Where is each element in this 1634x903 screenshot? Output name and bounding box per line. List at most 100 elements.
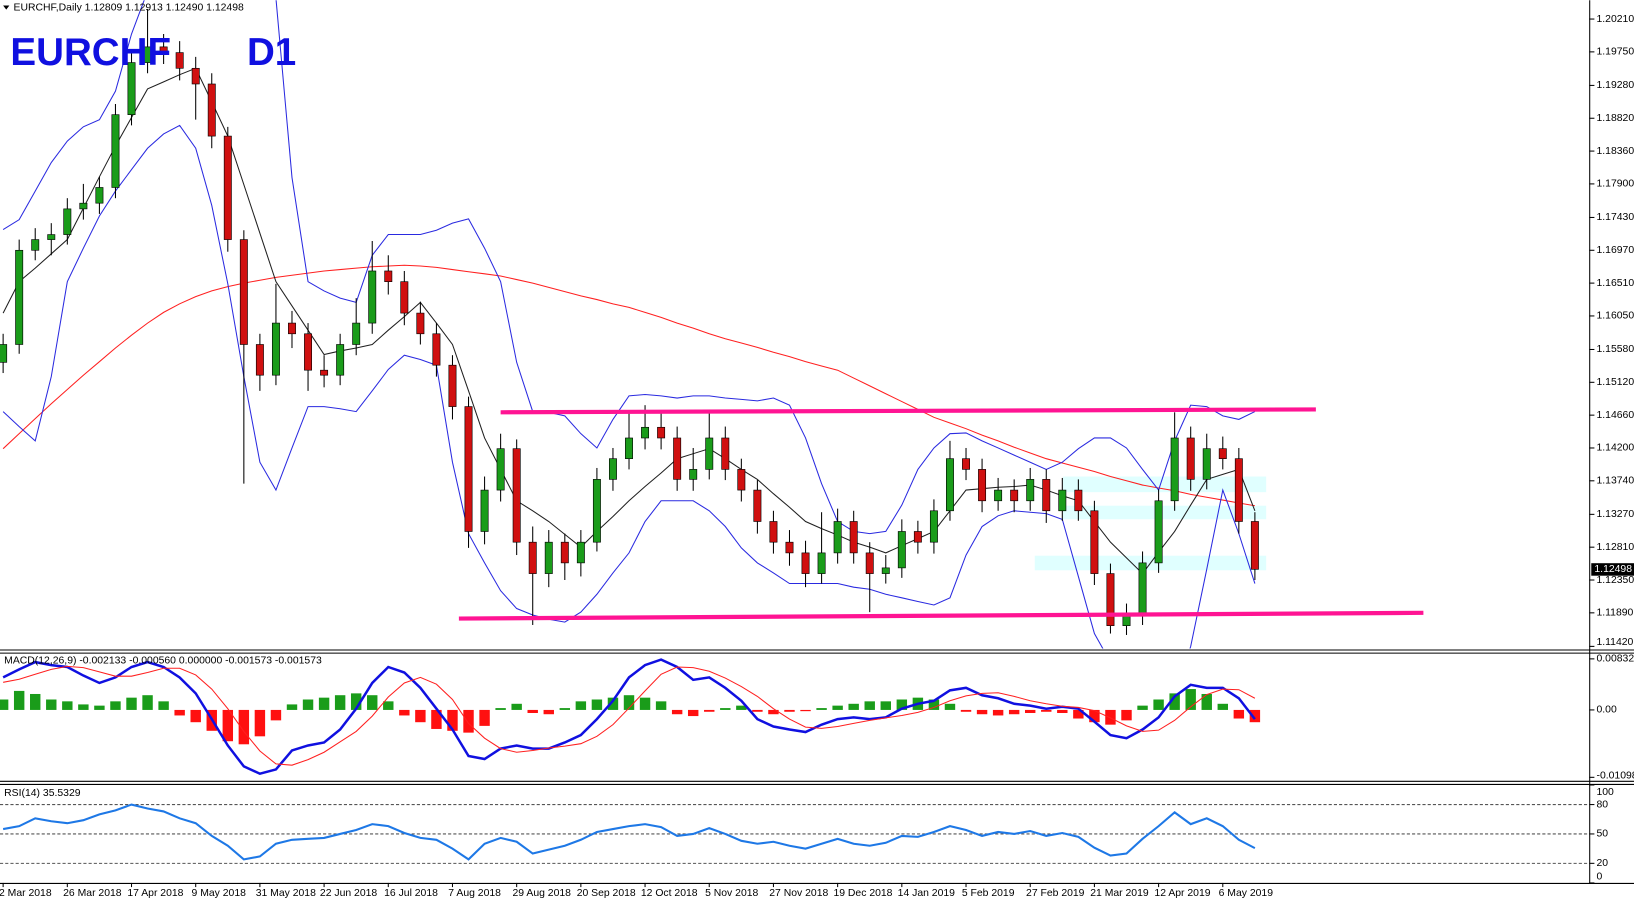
y-tick-label: 1.20210 [1596,14,1634,25]
macd-line [2,658,1256,776]
candle-body [159,46,168,53]
y-tick-label: -0.010983 [1596,770,1634,781]
histogram-bar [1057,709,1068,714]
candle-body [448,364,457,407]
candle-body [1090,510,1099,574]
candle-body [496,448,505,491]
histogram-bar [495,708,506,710]
y-tick-label: 20 [1596,858,1608,869]
histogram-bar [1073,709,1084,719]
y-tick-label: 1.16970 [1596,245,1634,256]
histogram-bar [479,709,490,726]
histogram-bar [142,695,153,710]
candle-body [15,249,24,345]
histogram-bar [30,693,41,710]
histogram-bar [1089,709,1100,723]
macd-title: MACD(12,26,9) -0.002133 -0.000560 0.0000… [4,656,322,667]
candle-body [881,567,890,574]
histogram-bar [190,709,201,723]
macd-plot [0,658,1261,776]
candle-body [785,541,794,554]
histogram-bar [447,709,458,731]
y-tick-label: 1.17430 [1596,212,1634,223]
histogram-bar [864,701,875,710]
candle-body [191,67,200,85]
candle-body [721,437,730,470]
rsi-plot [0,803,1590,864]
candle-body [1106,573,1115,627]
candle-body [223,135,232,240]
x-tick-label: 9 May 2018 [192,888,247,899]
candle-body [769,521,778,543]
indicator-line [2,264,1255,507]
x-tick-label: 17 Apr 2018 [127,888,183,899]
x-tick-label: 2 Mar 2018 [0,888,52,899]
histogram-bar [286,704,298,710]
histogram-bar [1137,705,1148,710]
candle-body [464,406,473,532]
histogram-bar [222,709,234,742]
histogram-bar [976,709,988,715]
candle-body [1026,479,1035,502]
histogram-bar [334,695,346,710]
candle-body [1138,562,1147,616]
histogram-bar [126,697,137,710]
x-tick-label: 12 Apr 2019 [1154,888,1210,899]
histogram-bar [270,709,282,721]
candle-body [753,489,762,522]
histogram-bar [511,703,522,710]
x-tick-label: 20 Sep 2018 [577,888,636,899]
histogram-bar [238,709,250,745]
histogram-bar [415,709,426,723]
candle-body [1010,489,1019,502]
histogram-bar [816,708,827,710]
menu-arrow[interactable] [3,5,10,10]
candle-body [865,552,874,574]
last-price-label: 1.12498 [1594,564,1632,575]
y-tick-label: 1.12350 [1596,575,1634,586]
candle-body [978,469,987,502]
histogram-bar [768,709,779,715]
candle-body [95,187,104,204]
y-tick-label: 1.18820 [1596,113,1634,124]
histogram-bar [1233,709,1245,719]
x-tick-label: 27 Feb 2019 [1026,888,1085,899]
x-tick-label: 5 Feb 2019 [962,888,1015,899]
candle-body [897,531,906,569]
candle-body [528,541,537,574]
histogram-bar [1249,709,1261,723]
histogram-bar [78,704,89,710]
candle-body [817,552,826,574]
histogram-bar [832,705,843,710]
y-tick-label: 1.15580 [1596,344,1634,355]
candle-body [737,469,746,491]
histogram-bar [687,709,699,717]
candle-body [962,458,970,470]
y-tick-label: 1.14200 [1596,443,1634,454]
histogram-bar [752,709,763,712]
histogram-bar [383,701,394,710]
candle-body [1154,500,1163,564]
histogram-bar [591,699,603,710]
candle-body [271,322,280,376]
histogram-bar [880,701,891,710]
rsi-line [2,803,1256,861]
histogram-bar [13,690,25,710]
histogram-bar [992,709,1004,716]
candle-body [1250,521,1259,570]
histogram-bar [1185,689,1196,710]
y-tick-label: 1.11890 [1596,608,1633,619]
candle-body [304,333,313,371]
y-tick-label: 0 [1596,871,1602,882]
candle-body [255,344,264,376]
candle-body [384,270,393,282]
candle-body [47,234,56,240]
candle-body [1058,489,1067,512]
y-tick-label: 1.13740 [1596,476,1634,487]
histogram-bar [174,709,185,716]
histogram-bar [527,709,538,714]
histogram-bar [1201,693,1212,710]
histogram-bar [559,708,571,710]
candle-body [352,322,361,345]
histogram-bar [46,699,57,710]
